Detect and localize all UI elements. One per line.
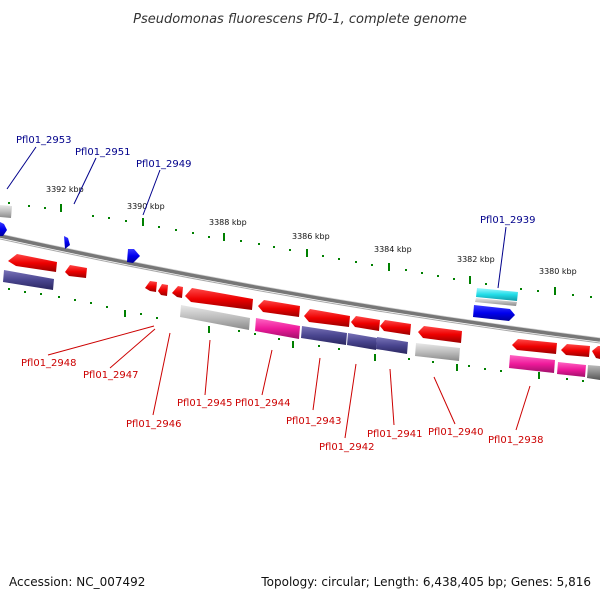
gene-label-pfl01-2947[interactable]: Pfl01_2947 [83, 370, 139, 381]
genome-summary-text: Topology: circular; Length: 6,438,405 bp… [260, 575, 591, 589]
tick-marks-lower-major [124, 310, 540, 379]
tick-label-3386: 3386 kbp [292, 232, 330, 241]
reverse-strand-features [3, 254, 600, 380]
map-title: Pseudomonas fluorescens Pf0-1, complete … [133, 12, 467, 27]
gene-label-pfl01-2953[interactable]: Pfl01_2953 [16, 135, 72, 146]
gene-arrow-pfl01-2939-shadow [475, 298, 517, 306]
tick-label-3388: 3388 kbp [209, 218, 247, 227]
gene-arrow-small-b[interactable] [172, 286, 183, 298]
gene-arrow-pfl01-2944-domain [255, 318, 300, 339]
gene-arrow-right-2-domain [587, 365, 600, 380]
tick-label-3382: 3382 kbp [457, 255, 495, 264]
gene-arrow-pfl01-2945-domain [180, 305, 250, 330]
gene-arrow-right-2[interactable] [592, 346, 600, 359]
tick-marks-major [60, 204, 556, 295]
gene-label-pfl01-2951[interactable]: Pfl01_2951 [75, 147, 131, 158]
gene-arrow-pfl01-2939[interactable] [476, 288, 518, 301]
gene-arrow-forward-small-1[interactable] [0, 222, 7, 236]
accession-text: Accession: NC_007492 [9, 575, 145, 589]
gene-arrow-forward-small-2[interactable] [473, 305, 515, 321]
forward-leader-lines [6, 146, 507, 289]
reverse-leader-lines [47, 325, 531, 439]
gene-arrow-small-a[interactable] [145, 281, 157, 292]
gene-label-pfl01-2939[interactable]: Pfl01_2939 [480, 215, 536, 226]
gene-arrow-pfl01-2953[interactable] [0, 205, 12, 218]
gene-arrow-pfl01-2940[interactable] [418, 326, 462, 343]
backbone-track [0, 233, 600, 344]
gene-arrow-pfl01-2942[interactable] [351, 316, 380, 331]
gene-arrow-pfl01-2941-domain [376, 337, 408, 354]
gene-arrow-pfl01-2942-domain [347, 333, 377, 350]
gene-arrow-pfl01-2945[interactable] [185, 288, 253, 310]
gene-arrow-pfl01-2946[interactable] [158, 284, 168, 296]
gene-label-pfl01-2945[interactable]: Pfl01_2945 [177, 398, 233, 409]
forward-strand-features [0, 205, 518, 321]
gene-arrow-pfl01-2938[interactable] [512, 339, 557, 354]
gene-arrow-pfl01-2944[interactable] [258, 300, 300, 317]
gene-arrow-pfl01-2951[interactable] [64, 236, 70, 249]
gene-arrow-pfl01-2949[interactable] [127, 249, 140, 263]
gene-arrow-right-1[interactable] [561, 344, 590, 357]
gene-arrow-pfl01-2943[interactable] [304, 309, 350, 327]
tick-dots-upper [8, 202, 592, 298]
gene-label-pfl01-2940[interactable]: Pfl01_2940 [428, 427, 484, 438]
gene-arrow-pfl01-2947[interactable] [65, 265, 87, 278]
gene-label-pfl01-2946[interactable]: Pfl01_2946 [126, 419, 182, 430]
gene-arrow-pfl01-2941[interactable] [380, 320, 411, 335]
gene-arrow-right-1-domain [557, 362, 586, 377]
gene-label-pfl01-2942[interactable]: Pfl01_2942 [319, 442, 375, 453]
tick-dots-lower [8, 288, 584, 382]
gene-label-pfl01-2941[interactable]: Pfl01_2941 [367, 429, 423, 440]
gene-label-pfl01-2948[interactable]: Pfl01_2948 [21, 358, 77, 369]
gene-arrow-pfl01-2938-domain [509, 355, 555, 373]
gene-label-pfl01-2943[interactable]: Pfl01_2943 [286, 416, 342, 427]
gene-label-pfl01-2938[interactable]: Pfl01_2938 [488, 435, 544, 446]
gene-arrow-pfl01-2940-domain [415, 343, 460, 361]
tick-label-3392: 3392 kbp [46, 185, 84, 194]
forward-gene-labels: Pfl01_2953 Pfl01_2951 Pfl01_2949 Pfl01_2… [16, 135, 536, 226]
gene-arrow-pfl01-2948-domain [3, 270, 54, 290]
gene-label-pfl01-2949[interactable]: Pfl01_2949 [136, 159, 192, 170]
gene-label-pfl01-2944[interactable]: Pfl01_2944 [235, 398, 291, 409]
gene-arrow-pfl01-2948[interactable] [8, 254, 57, 272]
tick-label-3380: 3380 kbp [539, 267, 577, 276]
tick-label-3384: 3384 kbp [374, 245, 412, 254]
gene-arrow-pfl01-2943-domain [301, 326, 347, 345]
reverse-gene-labels: Pfl01_2948 Pfl01_2947 Pfl01_2946 Pfl01_2… [21, 358, 544, 453]
